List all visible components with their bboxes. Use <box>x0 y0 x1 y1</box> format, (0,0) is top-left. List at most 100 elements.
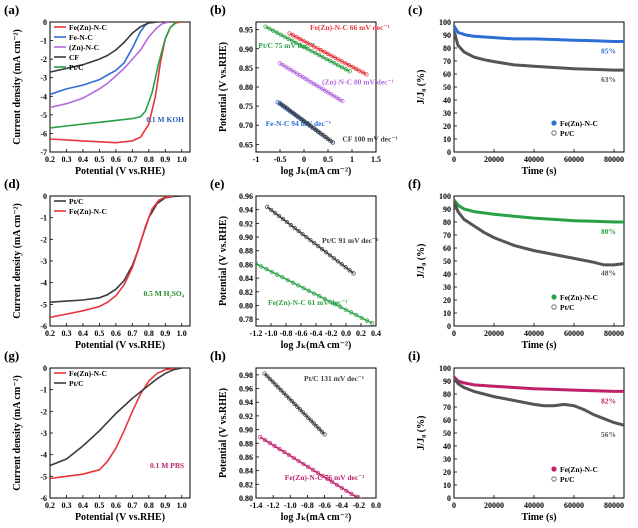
data-point <box>311 291 317 296</box>
x-tick-label: 0.9 <box>160 501 170 510</box>
series-line-fe-zn-n-c <box>454 376 624 393</box>
panel-label: (g) <box>4 348 19 363</box>
data-point <box>276 385 281 390</box>
y-tick-label: -2 <box>40 407 47 416</box>
x-tick-label: 0.4 <box>78 501 88 510</box>
data-point <box>347 69 352 74</box>
legend-entry: Pt/C <box>560 303 575 312</box>
x-tick-label: 80000 <box>604 155 624 164</box>
data-point <box>353 66 359 71</box>
panel-f: (f) 0 20000 40000 60000 80000 0 10 20 30 40 50 60 70 8… <box>408 176 625 351</box>
data-point <box>346 62 352 68</box>
x-tick-label: 60000 <box>564 155 584 164</box>
y-tick-label: 80 <box>443 390 451 399</box>
y-tick-label: 60 <box>443 70 451 79</box>
data-point <box>308 418 314 423</box>
x-tick-label: 0.2 <box>45 501 55 510</box>
series-line-pt-c <box>50 22 178 129</box>
data-point <box>292 401 297 407</box>
plot-frame <box>453 195 625 327</box>
y-tick-label: 0.90 <box>239 45 253 54</box>
legend-entry: CF <box>69 53 79 62</box>
y-tick-label: -6 <box>40 494 47 503</box>
x-tick-label: 0.4 <box>78 155 88 164</box>
data-point <box>286 452 292 458</box>
slope-label: Fe(Zn)-N-C 61 mV dec⁻¹ <box>268 298 348 307</box>
y-tick-label: 40 <box>443 442 451 451</box>
y-axis-label: Current density (mA cm⁻²) <box>12 203 23 319</box>
data-point <box>332 55 338 60</box>
data-point <box>263 24 268 29</box>
data-point <box>313 50 318 56</box>
y-tick-label: 0.80 <box>239 494 253 503</box>
data-point <box>304 234 309 240</box>
x-tick-label: -0.8 <box>301 501 314 510</box>
data-point <box>334 482 340 488</box>
data-point <box>304 40 310 45</box>
legend-swatch <box>551 476 557 482</box>
y-tick-label: 0.96 <box>239 192 253 201</box>
data-point <box>284 393 289 398</box>
y-tick-label: 30 <box>443 109 451 118</box>
series-line-fe-zn-n-c <box>289 32 367 76</box>
data-point <box>297 407 303 412</box>
data-point <box>343 61 348 66</box>
data-point <box>312 240 317 246</box>
x-tick-label: 0.3 <box>61 155 71 164</box>
x-tick-label: 0.5 <box>94 501 104 510</box>
data-point <box>343 265 348 270</box>
y-tick-label: -1 <box>40 37 47 46</box>
y-tick-label: 0.92 <box>239 412 253 421</box>
data-point <box>286 36 291 41</box>
x-tick-label: 0.2 <box>45 329 55 338</box>
retention-label: 80% <box>601 227 616 236</box>
y-tick-label: -5 <box>40 111 47 120</box>
y-tick-label: 0.82 <box>239 480 253 489</box>
data-point <box>316 426 322 431</box>
data-point <box>329 53 334 58</box>
slope-label: Fe-N-C 94 mV dec⁻¹ <box>266 119 331 128</box>
data-point <box>285 277 290 283</box>
x-tick-label: -0.4 <box>335 501 348 510</box>
x-tick-label: 1.5 <box>371 155 381 164</box>
legend-swatch <box>551 130 557 136</box>
data-point <box>339 485 344 491</box>
data-point <box>270 379 275 384</box>
series-line-pt-c <box>265 25 350 72</box>
y-tick-label: 0.65 <box>239 140 253 149</box>
series-line-pt-c <box>454 30 624 72</box>
x-tick-label: 1.0 <box>177 501 187 510</box>
legend-entry: Pt/C <box>560 475 575 484</box>
x-tick-label: 0.8 <box>144 155 154 164</box>
data-point <box>281 390 286 395</box>
data-point <box>320 473 325 479</box>
y-tick-label: 70 <box>443 403 451 412</box>
data-point <box>306 288 311 293</box>
y-tick-label: -4 <box>40 451 47 460</box>
panel-label: (d) <box>4 176 20 191</box>
legend-entry: Fe(Zn)-N-C <box>69 23 107 32</box>
data-point <box>267 376 273 382</box>
x-tick-label: -1.4 <box>250 501 263 510</box>
panel-label: (b) <box>210 2 226 17</box>
data-point <box>272 210 278 216</box>
x-tick-label: 20000 <box>484 329 504 338</box>
x-tick-label: 40000 <box>524 501 544 510</box>
data-point <box>347 268 352 273</box>
data-point <box>308 42 313 47</box>
panel-c: (c) 0 20000 40000 60000 80000 0 10 20 30 40 50 60 70 8… <box>408 2 625 177</box>
legend-swatch <box>551 466 557 472</box>
x-tick-label: 40000 <box>524 155 544 164</box>
data-point <box>330 479 335 485</box>
data-point <box>274 272 280 277</box>
series-line-cf <box>279 102 334 144</box>
data-point <box>262 437 268 443</box>
slope-label: CF 100 mV dec⁻¹ <box>342 135 397 144</box>
x-tick-label: 0 <box>452 155 456 164</box>
legend-entry: (Zn)-N-C <box>69 43 99 52</box>
data-point <box>311 421 316 426</box>
data-point <box>274 30 280 35</box>
x-tick-label: 0 <box>302 155 306 164</box>
legend-swatch <box>551 294 557 300</box>
y-tick-label: -3 <box>40 257 47 266</box>
